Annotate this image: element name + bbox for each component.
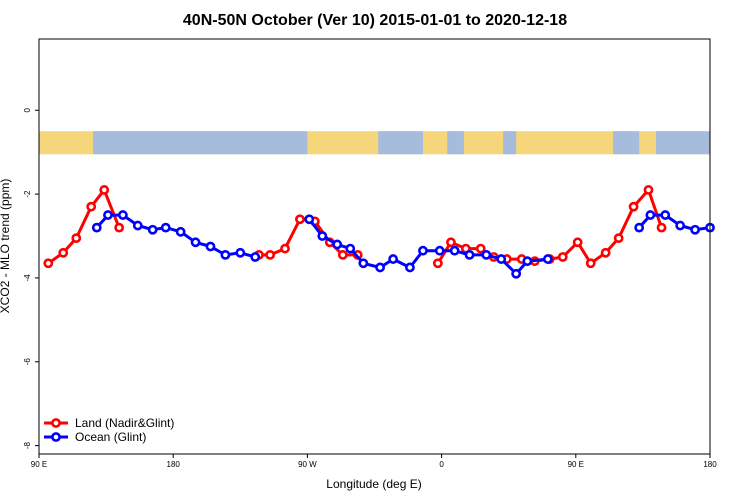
series-line: [308, 218, 548, 276]
data-point: [464, 249, 475, 260]
data-point: [160, 222, 171, 233]
y-axis: 0 -2 -4 -6 -8: [23, 107, 39, 449]
data-point: [58, 247, 69, 258]
legend-item: Ocean (Glint): [44, 430, 146, 444]
x-tick-label: 90 E: [568, 460, 584, 469]
y-tick-label: -2: [23, 190, 32, 198]
data-point: [132, 220, 143, 231]
data-point: [304, 214, 315, 225]
data-point: [71, 233, 82, 244]
data-point: [418, 245, 428, 256]
map-strip-ocean: [613, 131, 640, 155]
map-strip-ocean: [655, 131, 710, 155]
y-tick-label: -8: [23, 442, 32, 450]
x-tick-label: 0: [439, 460, 444, 469]
data-point: [190, 237, 201, 248]
data-point: [103, 210, 113, 220]
chart-title: 40N-50N October (Ver 10) 2015-01-01 to 2…: [183, 12, 567, 29]
y-tick-label: -4: [23, 274, 32, 282]
data-point: [432, 258, 443, 269]
data-point: [337, 249, 348, 260]
data-point: [147, 224, 158, 235]
data-point: [434, 245, 445, 256]
map-strip-ocean: [503, 131, 517, 155]
series-line: [258, 217, 358, 257]
y-tick-label: -6: [23, 358, 32, 366]
legend-swatch-marker: [51, 418, 61, 428]
data-point: [43, 258, 54, 269]
data-point: [600, 247, 611, 258]
data-point: [358, 258, 369, 269]
map-strip: [39, 131, 710, 155]
legend-swatch-marker: [51, 432, 61, 442]
data-point: [585, 258, 596, 269]
y-tick-label: 0: [23, 107, 32, 112]
x-axis-label: Longitude (deg E): [326, 477, 421, 491]
data-point: [205, 241, 216, 252]
data-point: [280, 243, 290, 254]
legend-label: Ocean (Glint): [75, 430, 146, 444]
data-point: [388, 254, 399, 264]
series-line: [95, 213, 256, 259]
data-point: [481, 249, 492, 260]
data-point: [99, 185, 110, 195]
x-tick-label: 180: [703, 460, 717, 469]
data-point: [405, 262, 415, 273]
data-point: [235, 247, 246, 258]
data-point: [175, 226, 186, 237]
x-tick-label: 180: [167, 460, 181, 469]
data-point: [496, 254, 507, 264]
data-point: [332, 239, 343, 250]
data-point: [675, 220, 686, 231]
data-point: [656, 222, 667, 233]
data-point: [446, 237, 456, 248]
data-point: [449, 245, 460, 256]
data-point: [690, 224, 700, 235]
data-point: [613, 233, 624, 244]
legend: Land (Nadir&Glint)Ocean (Glint): [44, 416, 174, 444]
map-strip-ocean: [378, 131, 423, 155]
x-tick-label: 90 W: [298, 460, 317, 469]
data-point: [660, 210, 671, 220]
data-point: [317, 231, 328, 241]
data-point: [475, 243, 486, 254]
data-point: [542, 254, 553, 264]
series-ocean: [91, 210, 715, 279]
data-point: [295, 214, 305, 225]
map-strip-ocean: [93, 131, 308, 155]
data-point: [86, 201, 97, 212]
data-point: [117, 210, 128, 220]
y-axis-label: XCO2 - MLO trend (ppm): [0, 179, 12, 314]
x-tick-label: 90 E: [31, 460, 47, 469]
data-point: [345, 243, 356, 254]
data-point: [220, 249, 231, 260]
data-point: [522, 256, 533, 267]
data-point: [634, 222, 645, 233]
data-point: [645, 210, 656, 220]
series-layer: [43, 185, 715, 279]
data-point: [628, 201, 639, 212]
data-point: [511, 268, 522, 279]
legend-label: Land (Nadir&Glint): [75, 416, 174, 430]
x-axis: 90 E 180 90 W 0 90 E 180: [31, 454, 717, 469]
plot-frame: [38, 38, 711, 455]
legend-item: Land (Nadir&Glint): [44, 416, 174, 430]
data-point: [643, 185, 654, 195]
data-point: [572, 237, 583, 248]
data-point: [114, 222, 125, 233]
data-point: [91, 222, 102, 233]
map-strip-ocean: [447, 131, 464, 155]
data-point: [375, 262, 385, 273]
data-point: [265, 249, 276, 260]
data-point: [557, 252, 568, 262]
data-point: [250, 252, 261, 262]
